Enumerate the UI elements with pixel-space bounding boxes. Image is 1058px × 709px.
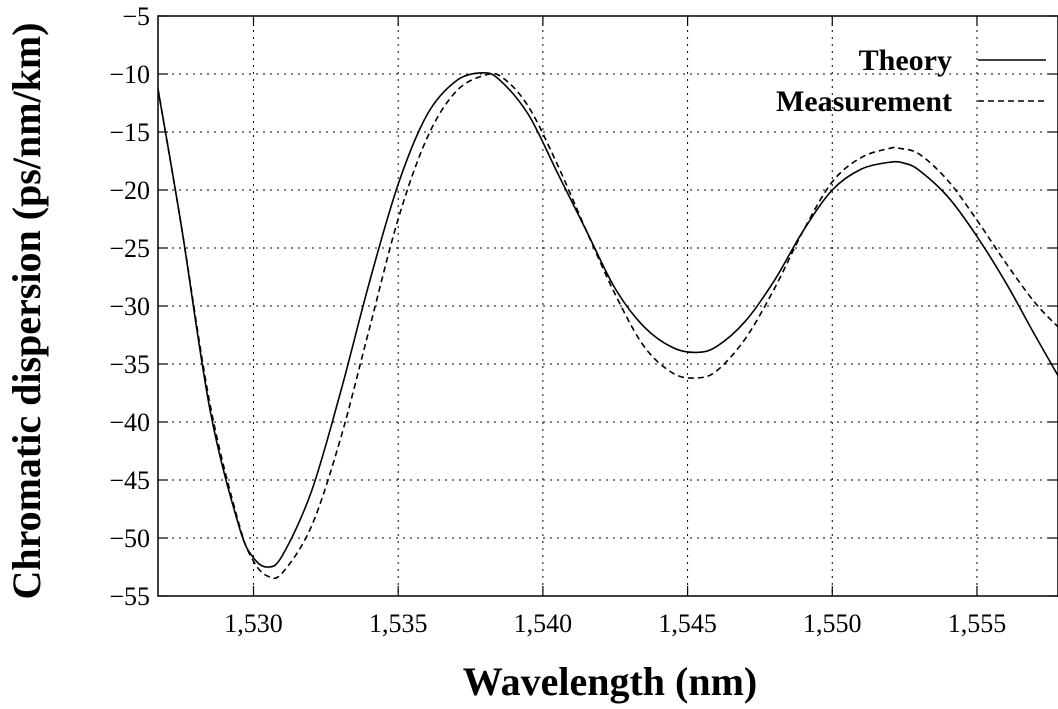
y-tick-label: −35: [109, 350, 150, 379]
y-axis-title: Chromatic dispersion (ps/nm/km): [4, 22, 49, 599]
y-tick-label: −25: [109, 234, 150, 263]
y-tick-label: −5: [122, 2, 150, 31]
x-tick-label: 1,545: [658, 609, 717, 638]
x-axis-title: Wavelength (nm): [463, 659, 757, 704]
y-tick-label: −10: [109, 60, 150, 89]
axis-ticks: −55 −50 −45 −40 −35 −30 −25 −20 −15 −10 −5 1,530 1,5…: [109, 2, 1058, 638]
x-tick-label: 1,535: [369, 609, 428, 638]
y-tick-label: −15: [109, 118, 150, 147]
series-line-measurement: [158, 72, 1058, 580]
y-tick-label: −55: [109, 582, 150, 611]
legend-label: Theory: [859, 44, 952, 77]
y-tick-label: −20: [109, 176, 150, 205]
legend: Theory Measurement: [776, 44, 1046, 118]
y-tick-label: −45: [109, 466, 150, 495]
legend-label: Measurement: [776, 85, 952, 118]
x-tick-label: 1,540: [514, 609, 573, 638]
x-tick-label: 1,555: [948, 609, 1007, 638]
y-tick-label: −30: [109, 292, 150, 321]
series-line-theory: [158, 71, 1058, 568]
x-tick-label: 1,550: [803, 609, 862, 638]
y-tick-label: −40: [109, 408, 150, 437]
plot-area: [158, 71, 1058, 580]
grid: [158, 16, 1058, 596]
y-tick-label: −50: [109, 524, 150, 553]
x-tick-label: 1,530: [224, 609, 283, 638]
